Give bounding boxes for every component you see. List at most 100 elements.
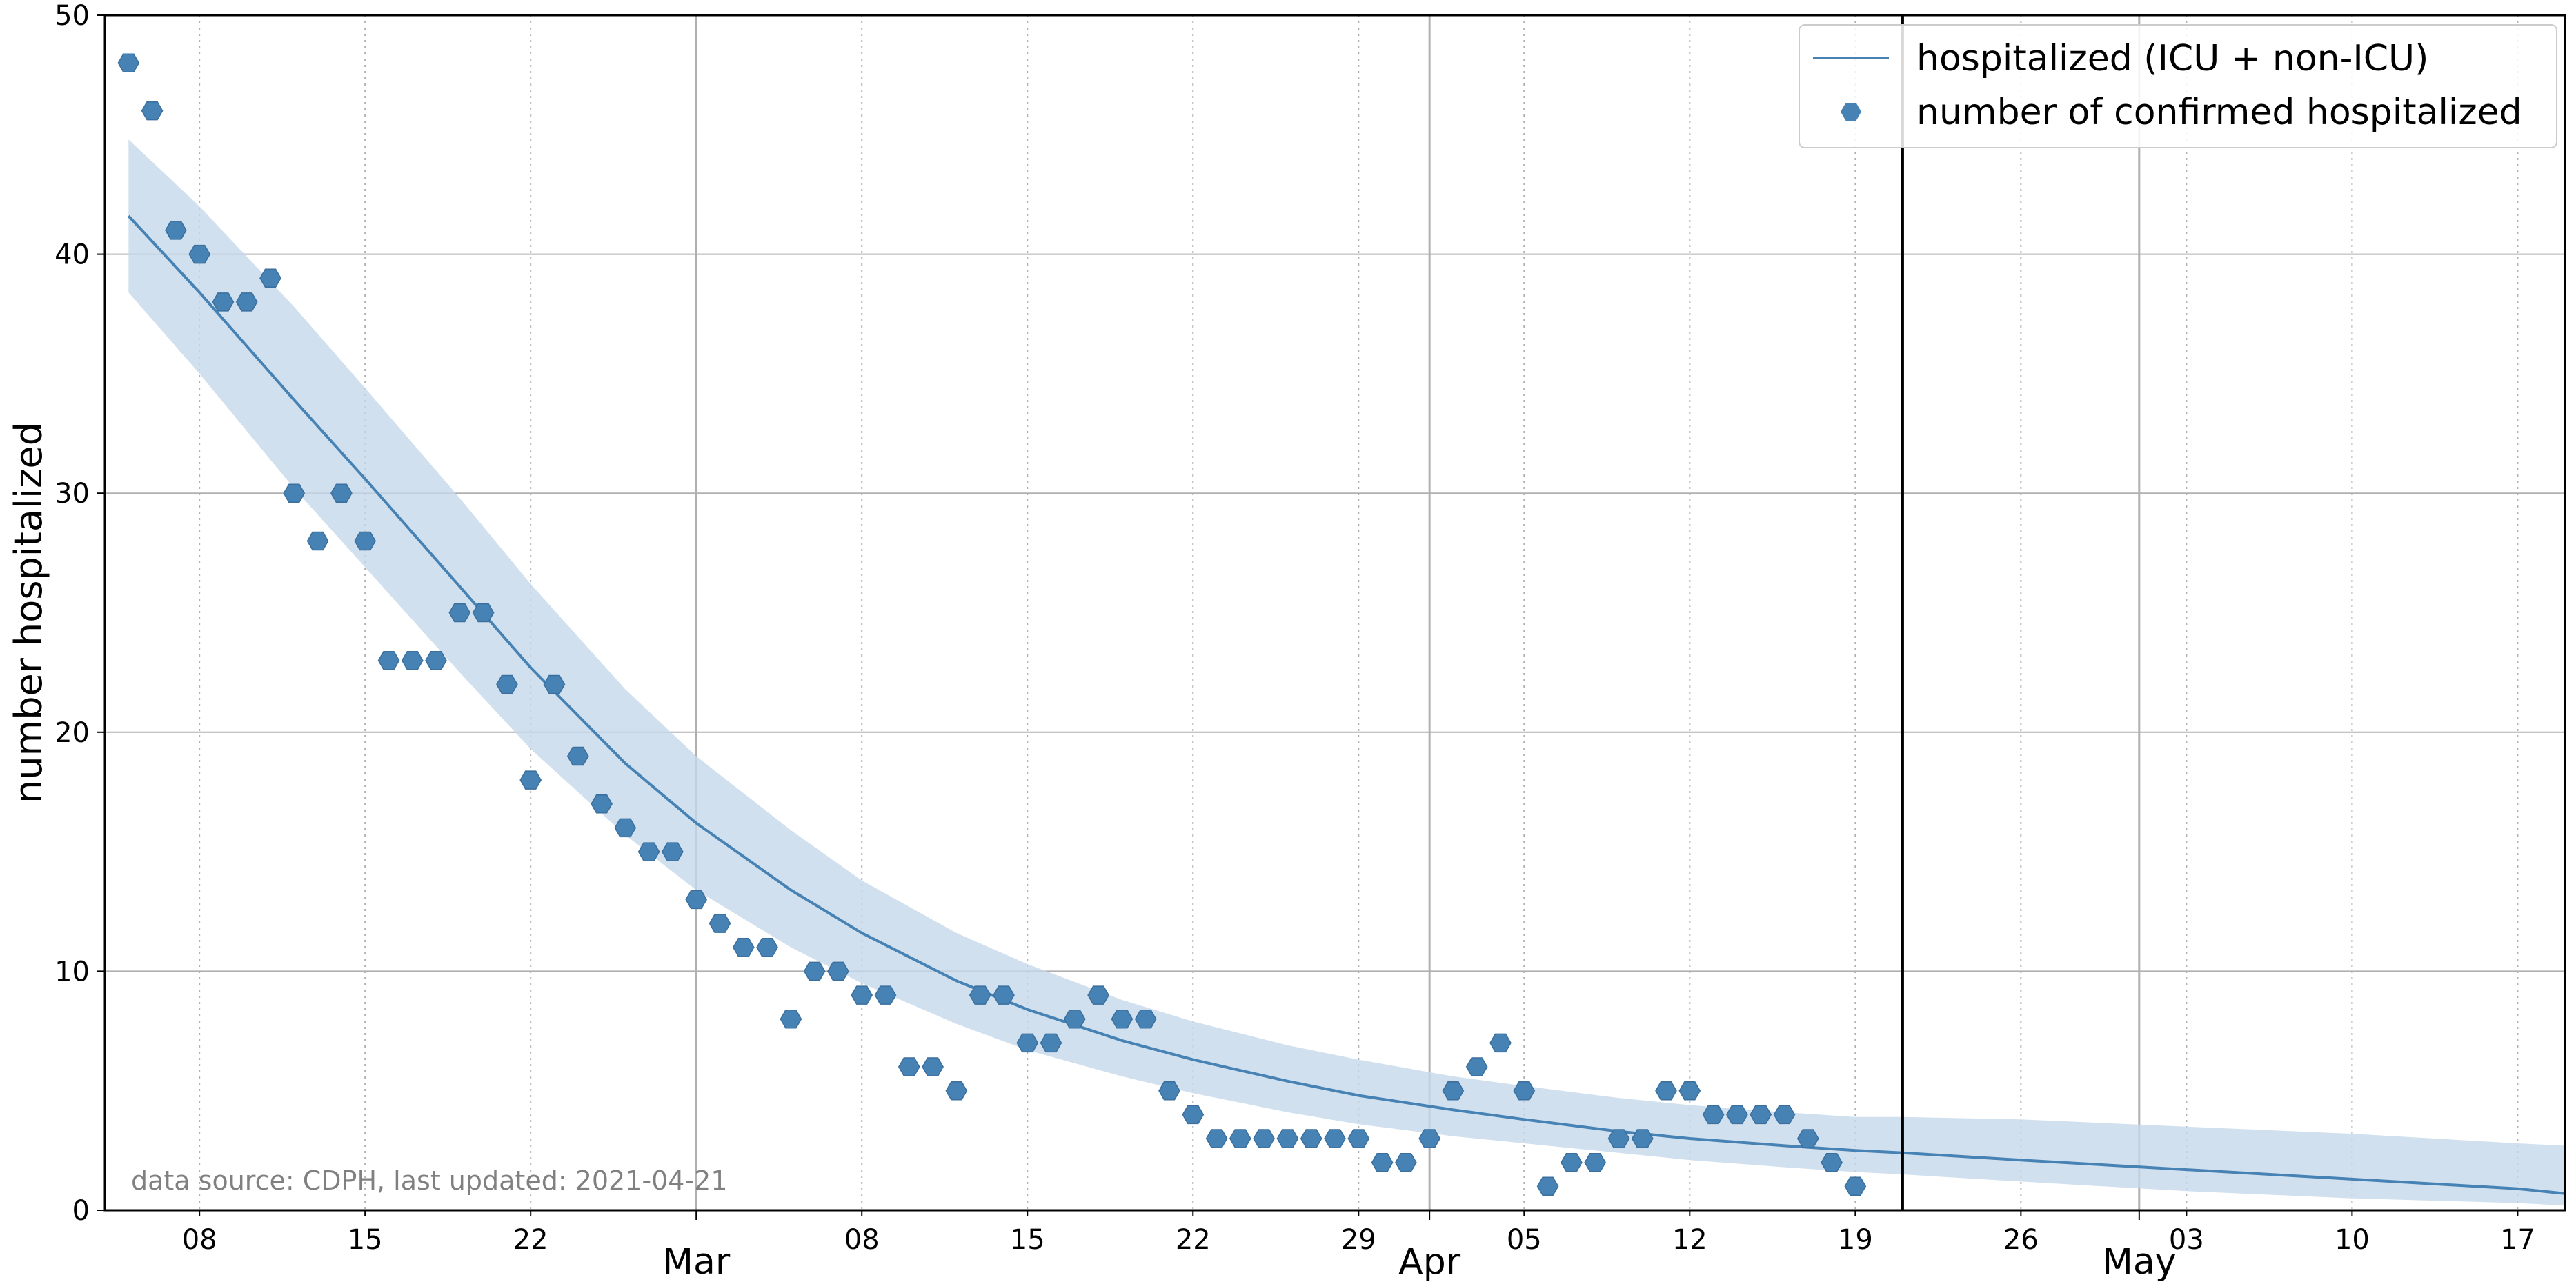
observed-point xyxy=(1655,1081,1677,1101)
observed-point xyxy=(496,674,518,694)
observed-point xyxy=(1750,1105,1772,1125)
x-minor-tick-label: 12 xyxy=(1672,1224,1707,1256)
observed-point xyxy=(1418,1129,1441,1148)
observed-point xyxy=(827,961,849,981)
x-minor-tick-label: 05 xyxy=(1507,1224,1542,1256)
y-tick-label: 0 xyxy=(72,1195,90,1227)
observed-point xyxy=(1395,1152,1417,1172)
y-tick-label: 40 xyxy=(55,239,90,271)
observed-point xyxy=(803,961,826,981)
observed-point xyxy=(259,268,281,288)
observed-point xyxy=(637,842,660,861)
data-source-note: data source: CDPH, last updated: 2021-04… xyxy=(131,1165,728,1196)
observed-point xyxy=(685,890,708,910)
observed-point xyxy=(732,937,755,957)
x-minor-tick-label: 03 xyxy=(2169,1224,2204,1256)
x-minor-tick-label: 10 xyxy=(2335,1224,2370,1256)
observed-point xyxy=(330,483,353,503)
observed-point xyxy=(448,603,471,623)
observed-point xyxy=(898,1057,920,1076)
observed-point xyxy=(1702,1105,1725,1125)
observed-point xyxy=(851,985,873,1005)
x-minor-tick-label: 19 xyxy=(1838,1224,1873,1256)
observed-point xyxy=(1111,1009,1133,1029)
x-month-label: Apr xyxy=(1398,1241,1461,1282)
observed-point xyxy=(283,483,306,503)
observed-point xyxy=(141,101,164,121)
observed-point xyxy=(1442,1081,1465,1101)
observed-point xyxy=(1631,1129,1654,1148)
observed-point xyxy=(662,842,684,861)
observed-point xyxy=(1465,1057,1488,1076)
observed-point xyxy=(1371,1152,1394,1172)
x-minor-tick-label: 29 xyxy=(1341,1224,1376,1256)
observed-point xyxy=(566,746,589,766)
observed-point xyxy=(1087,985,1109,1005)
x-minor-tick-label: 08 xyxy=(844,1224,880,1256)
x-minor-tick-label: 22 xyxy=(513,1224,548,1256)
observed-point xyxy=(165,221,187,240)
observed-point xyxy=(1205,1129,1228,1148)
observed-point xyxy=(922,1057,944,1076)
observed-point xyxy=(117,53,140,73)
observed-point xyxy=(1016,1033,1039,1053)
observed-points-group xyxy=(117,53,1867,1196)
observed-point xyxy=(188,244,211,264)
observed-point xyxy=(1300,1129,1322,1148)
observed-point xyxy=(235,292,258,312)
grid xyxy=(105,14,2565,1211)
observed-point xyxy=(969,985,991,1005)
x-month-label: Mar xyxy=(662,1241,731,1282)
observed-point xyxy=(1489,1033,1512,1053)
observed-point xyxy=(1253,1129,1275,1148)
observed-point xyxy=(543,674,566,694)
observed-point xyxy=(1678,1081,1701,1101)
observed-point xyxy=(945,1081,968,1101)
observed-point xyxy=(1158,1081,1180,1101)
observed-point xyxy=(756,937,778,957)
observed-point xyxy=(1324,1129,1346,1148)
x-minor-tick-label: 15 xyxy=(1010,1224,1045,1256)
legend-marker-swatch xyxy=(1841,103,1861,121)
observed-point xyxy=(709,914,731,933)
observed-point xyxy=(354,531,377,551)
plot-frame xyxy=(103,14,2566,1212)
observed-point xyxy=(993,985,1015,1005)
legend: hospitalized (ICU + non-ICU) number of c… xyxy=(1799,24,2557,148)
observed-point xyxy=(212,292,235,312)
y-axis-label: number hospitalized xyxy=(7,422,50,803)
x-month-label: May xyxy=(2102,1241,2177,1282)
y-axis: 0 10 20 30 40 50 xyxy=(55,0,105,1227)
x-minor-tick-label: 26 xyxy=(2003,1224,2039,1256)
x-axis: 08 15 22 08 15 22 29 05 12 19 26 03 10 17 Mar Apr May xyxy=(182,1210,2535,1282)
y-tick-label: 10 xyxy=(55,956,90,988)
observed-point xyxy=(377,651,400,670)
observed-point xyxy=(874,985,897,1005)
legend-box xyxy=(1799,24,2557,148)
observed-point xyxy=(1347,1129,1370,1148)
observed-point xyxy=(1796,1129,1819,1148)
x-minor-tick-label: 17 xyxy=(2500,1224,2535,1256)
observed-point xyxy=(1063,1009,1086,1029)
observed-point xyxy=(1513,1081,1536,1101)
observed-point xyxy=(1134,1009,1157,1029)
model-line xyxy=(127,214,2566,1195)
observed-point xyxy=(1607,1129,1630,1148)
observed-point xyxy=(1844,1176,1867,1196)
y-tick-label: 20 xyxy=(55,717,90,749)
observed-point xyxy=(1536,1176,1559,1196)
observed-point xyxy=(1773,1105,1796,1125)
observed-point xyxy=(401,651,424,670)
x-minor-tick-label: 08 xyxy=(182,1224,217,1256)
observed-point xyxy=(1726,1105,1748,1125)
observed-point xyxy=(425,651,447,670)
observed-point xyxy=(780,1009,802,1029)
observed-point xyxy=(1821,1152,1843,1172)
model-line-group xyxy=(127,214,2566,1195)
observed-point xyxy=(306,531,329,551)
legend-label-hospitalized: hospitalized (ICU + non-ICU) xyxy=(1916,38,2428,79)
y-tick-label: 50 xyxy=(55,0,90,32)
x-minor-tick-label: 15 xyxy=(348,1224,383,1256)
observed-point xyxy=(519,770,542,790)
